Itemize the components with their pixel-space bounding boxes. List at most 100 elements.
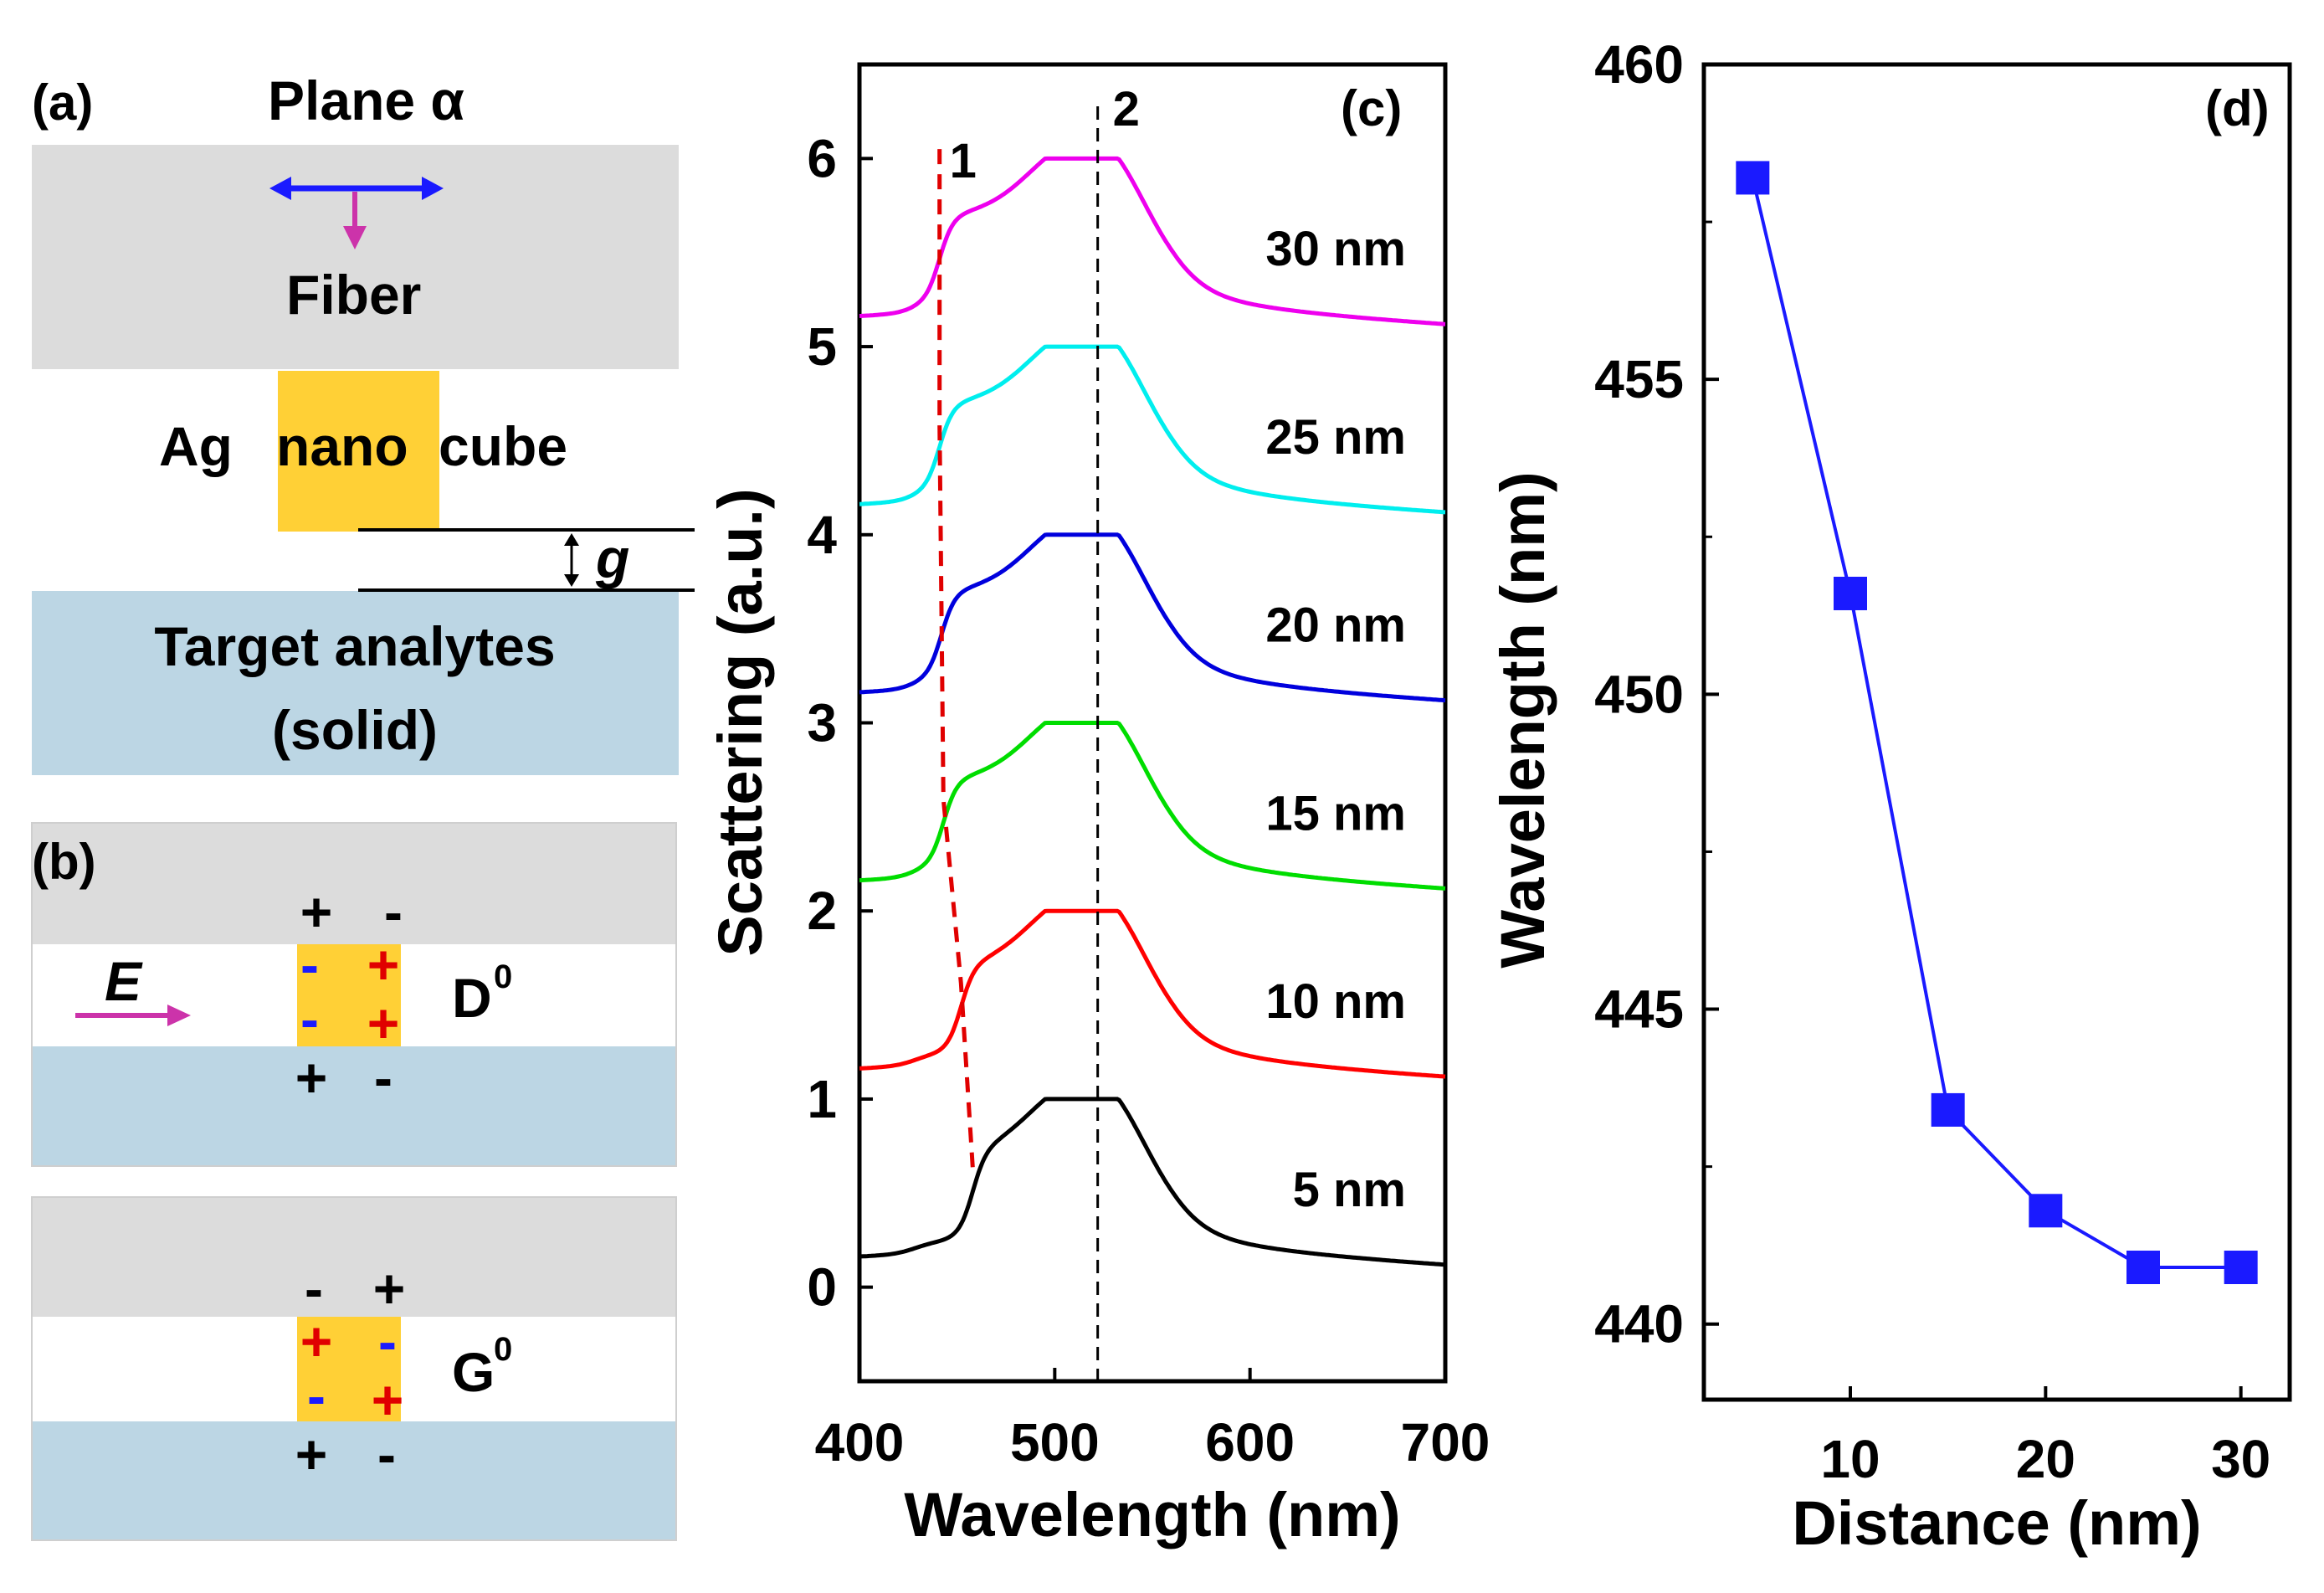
nano-label: nano [276, 415, 408, 477]
d0-mode-superscript: 0 [494, 958, 512, 995]
d-data-point [2224, 1251, 2258, 1285]
d-data-point [1834, 576, 1867, 610]
c-y-tick-label: 0 [807, 1257, 837, 1318]
arrow-head-right [422, 177, 444, 200]
g0-nanocube [297, 1317, 401, 1421]
c-series-label: 5 nm [1293, 1163, 1406, 1217]
d0-left-minus-2: - [300, 988, 319, 1050]
panel-d-letter: (d) [2205, 80, 2270, 136]
c-y-tick-label: 6 [807, 128, 837, 188]
panel-b-letter: (b) [32, 834, 96, 890]
c-series-line [859, 532, 1446, 703]
analyte-label-line2: (solid) [272, 699, 438, 761]
c-series-line [859, 721, 1446, 891]
c-x-tick-label: 600 [1205, 1412, 1295, 1472]
d0-left-minus-1: - [300, 933, 319, 995]
g0-right-minus: - [378, 1310, 397, 1372]
fiber-layer [32, 145, 679, 369]
panel-c: (c) 400 500 600 700 0 1 2 3 4 5 6 5 nm 10 nm 15 nm 20 … [705, 62, 1490, 1549]
propagation-arrow-head [343, 226, 367, 249]
g0-top-minus: - [305, 1257, 323, 1319]
analyte-label-line1: Target analytes [154, 615, 555, 677]
e-field-arrow-head [167, 1005, 191, 1026]
g0-left-minus: - [307, 1364, 326, 1426]
c-x-tick-label: 500 [1010, 1412, 1100, 1472]
gap-arrow-top [564, 533, 579, 546]
c-series-line [859, 908, 1446, 1079]
d0-top-plus: + [300, 881, 333, 943]
gap-label: g [595, 527, 629, 589]
g0-bottom-minus: - [377, 1423, 396, 1485]
c-series-label: 25 nm [1265, 410, 1406, 465]
panel-d-frame [1701, 62, 2292, 1402]
panel-c-y-axis-title: Scattering (a.u.) [705, 488, 775, 956]
d-series-line [1751, 177, 2241, 1269]
panel-d-y-axis-title: Wavelength (nm) [1488, 471, 1557, 968]
d-y-tick-label: 445 [1594, 979, 1684, 1040]
g0-gray-layer [32, 1197, 676, 1317]
d-y-tick-label: 450 [1594, 664, 1684, 724]
d-x-tick-label: 10 [1820, 1429, 1880, 1489]
d0-frame [31, 822, 677, 1167]
panel-a-letter: (a) [32, 75, 93, 131]
panel-a: (a) Plane α Fiber Ag nano cube g Target … [32, 69, 695, 775]
panel-c-letter: (c) [1341, 80, 1402, 136]
d-data-point [2126, 1251, 2160, 1285]
c-series-label: 15 nm [1265, 786, 1406, 840]
panel-b: (b) E + - - - + + + - D 0 - + + - - + + … [31, 822, 677, 1541]
d0-bottom-minus: - [374, 1046, 392, 1108]
d-x-tick-label: 20 [2016, 1429, 2075, 1489]
d-y-tick-label: 440 [1594, 1294, 1684, 1354]
d-data-point [1736, 161, 1770, 195]
g0-top-plus: + [373, 1257, 406, 1319]
c-series-label: 10 nm [1265, 974, 1406, 1029]
d-x-tick-label: 30 [2211, 1429, 2270, 1489]
fiber-label: Fiber [286, 264, 421, 326]
d-data-point [1931, 1092, 1965, 1127]
panel-d-x-axis-title: Distance (nm) [1792, 1488, 2201, 1558]
d0-right-plus-1: + [367, 933, 400, 995]
ag-label: Ag [159, 415, 233, 477]
c-y-tick-label: 3 [807, 693, 837, 753]
ag-nanocube [278, 371, 439, 532]
cube-label: cube [439, 415, 567, 477]
e-field-label: E [105, 950, 143, 1012]
c-y-tick-label: 1 [807, 1069, 837, 1129]
panel-c-plot: 400 500 600 700 0 1 2 3 4 5 6 5 nm 10 nm 15 nm 20 nm 25… [807, 82, 1490, 1472]
c-y-tick-label: 2 [807, 881, 837, 941]
g0-left-plus: + [300, 1310, 333, 1372]
c-series-line [859, 156, 1446, 326]
analyte-layer [32, 591, 679, 775]
d0-gray-layer [32, 823, 676, 944]
g0-bottom-plus: + [295, 1423, 328, 1485]
g0-right-plus: + [372, 1369, 404, 1431]
plane-alpha-label: Plane α [268, 69, 464, 131]
d0-nanocube [297, 944, 401, 1046]
g0-blue-layer [32, 1421, 676, 1540]
c-series-label: 20 nm [1265, 599, 1406, 653]
d0-blue-layer [32, 1046, 676, 1166]
d0-top-minus: - [384, 881, 403, 943]
c-mode1-trace [937, 149, 975, 1168]
c-mode2-label: 2 [1113, 82, 1140, 136]
c-y-tick-label: 4 [807, 505, 837, 565]
panel-c-x-axis-title: Wavelength (nm) [904, 1480, 1400, 1549]
c-y-tick-label: 5 [807, 316, 837, 377]
c-series-label: 30 nm [1265, 222, 1406, 276]
c-series-line [859, 1097, 1446, 1267]
c-series-line [859, 344, 1446, 515]
d0-bottom-plus: + [295, 1046, 328, 1108]
c-x-tick-label: 700 [1401, 1412, 1490, 1472]
c-x-tick-label: 400 [815, 1412, 905, 1472]
d-data-point [2029, 1194, 2063, 1228]
arrow-head-left [269, 177, 291, 200]
c-mode1-label: 1 [950, 134, 977, 188]
d0-right-plus-2: + [367, 992, 400, 1054]
d-y-tick-label: 460 [1594, 34, 1684, 95]
d-y-tick-label: 455 [1594, 349, 1684, 409]
panel-d-plot: 10 20 30 440 445 450 455 460 [1594, 34, 2270, 1489]
g0-frame [31, 1196, 677, 1541]
d0-mode-label: D [452, 967, 492, 1029]
g0-mode-superscript: 0 [494, 1331, 512, 1368]
